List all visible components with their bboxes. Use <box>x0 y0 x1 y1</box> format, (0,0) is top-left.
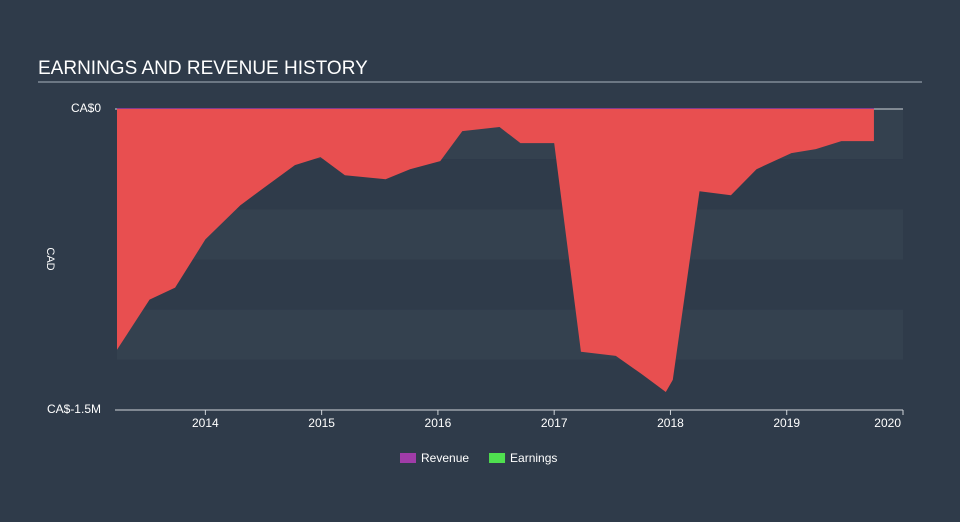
x-tick-label: 2016 <box>425 416 452 430</box>
chart-title: EARNINGS AND REVENUE HISTORY <box>38 58 368 79</box>
x-tick-label: 2017 <box>541 416 568 430</box>
y-axis-label: CAD <box>44 247 56 270</box>
legend-swatch <box>400 453 416 463</box>
plot-band <box>117 209 903 260</box>
x-tick-label: 2020 <box>874 416 901 430</box>
plot-band <box>117 309 903 360</box>
y-tick-label: CA$-1.5M <box>47 402 101 416</box>
legend-swatch <box>489 453 506 463</box>
y-tick-label: CA$0 <box>71 101 101 115</box>
x-tick-label: 2014 <box>192 416 219 430</box>
earnings-area <box>117 109 874 392</box>
x-tick-label: 2018 <box>657 416 684 430</box>
x-tick-label: 2015 <box>308 416 335 430</box>
x-tick-label: 2019 <box>773 416 800 430</box>
plot-band <box>117 259 903 310</box>
legend-label: Revenue <box>421 451 469 465</box>
plot-band <box>117 359 903 410</box>
legend-label: Earnings <box>510 451 557 465</box>
